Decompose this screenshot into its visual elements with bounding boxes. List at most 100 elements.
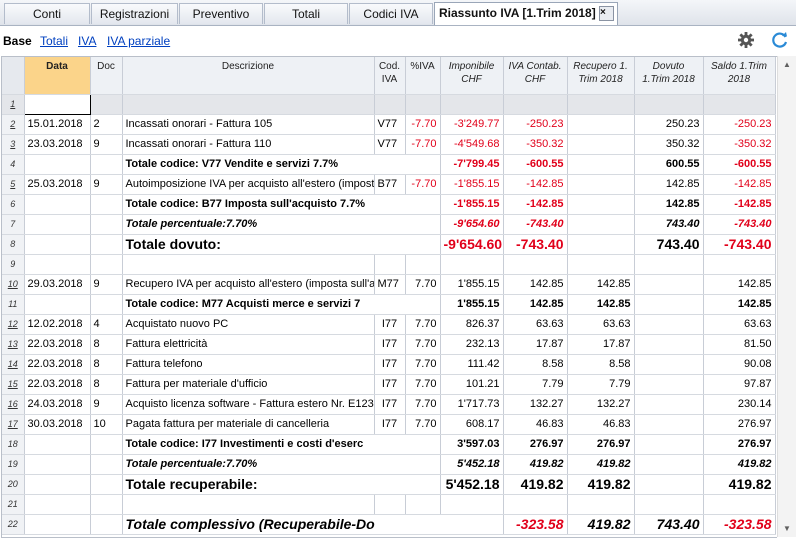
- cell-date[interactable]: 22.03.2018: [24, 354, 91, 375]
- cell-iva[interactable]: 8.58: [503, 354, 568, 375]
- cell-dov[interactable]: [634, 494, 704, 515]
- cell-sal[interactable]: 142.85: [703, 274, 776, 295]
- col-iva-contab[interactable]: IVA Contab. CHF: [503, 57, 568, 95]
- cell-date[interactable]: [24, 454, 91, 475]
- cell-desc[interactable]: [122, 254, 375, 275]
- cell-rec[interactable]: 142.85: [567, 294, 635, 315]
- table-row[interactable]: 3 23.03.2018 9 Incassati onorari - Fattu…: [2, 134, 776, 155]
- cell-desc[interactable]: Pagata fattura per materiale di cancelle…: [122, 414, 375, 435]
- cell-doc[interactable]: [90, 234, 123, 255]
- cell-desc[interactable]: Acquistato nuovo PC: [122, 314, 375, 335]
- cell-doc[interactable]: [90, 214, 123, 235]
- cell-pct[interactable]: -7.70: [405, 114, 441, 135]
- cell-date[interactable]: [24, 474, 91, 495]
- cell-date[interactable]: 30.03.2018: [24, 414, 91, 435]
- cell-pct[interactable]: 7.70: [405, 374, 441, 395]
- table-row[interactable]: 6 Totale codice: B77 Imposta sull'acquis…: [2, 194, 776, 215]
- cell-date[interactable]: 24.03.2018: [24, 394, 91, 415]
- cell-doc[interactable]: [90, 194, 123, 215]
- cell-date[interactable]: [24, 214, 91, 235]
- cell-rec[interactable]: 7.79: [567, 374, 635, 395]
- cell-date[interactable]: 15.01.2018: [24, 114, 91, 135]
- cell-imp[interactable]: 608.17: [440, 414, 504, 435]
- table-row[interactable]: 1: [2, 93, 776, 115]
- tab-riassunto-iva[interactable]: Riassunto IVA [1.Trim 2018] ×: [434, 2, 618, 25]
- cell-pct[interactable]: 7.70: [405, 414, 441, 435]
- cell-iva[interactable]: [503, 94, 568, 115]
- cell-pct[interactable]: 7.70: [405, 274, 441, 295]
- gear-icon[interactable]: [736, 30, 756, 50]
- cell-sal[interactable]: 419.82: [703, 454, 776, 475]
- cell-date[interactable]: 29.03.2018: [24, 274, 91, 295]
- cell-desc[interactable]: Incassati onorari - Fattura 105: [122, 114, 375, 135]
- tab-registrazioni[interactable]: Registrazioni: [91, 3, 178, 24]
- cell-pct[interactable]: 7.70: [405, 354, 441, 375]
- cell-date[interactable]: [24, 194, 91, 215]
- cell-rec[interactable]: [567, 134, 635, 155]
- cell-cod[interactable]: V77: [374, 114, 406, 135]
- cell-iva[interactable]: -600.55: [503, 154, 568, 175]
- cell-iva[interactable]: 7.79: [503, 374, 568, 395]
- cell-doc[interactable]: 2: [90, 114, 123, 135]
- cell-dov[interactable]: 743.40: [634, 514, 704, 535]
- cell-pct[interactable]: 7.70: [405, 334, 441, 355]
- cell-rec[interactable]: [567, 174, 635, 195]
- cell-cod[interactable]: I77: [374, 414, 406, 435]
- col-descrizione[interactable]: Descrizione: [122, 57, 375, 95]
- cell-doc[interactable]: 9: [90, 274, 123, 295]
- cell-imp[interactable]: 826.37: [440, 314, 504, 335]
- cell-desc[interactable]: Totale dovuto:: [122, 234, 441, 255]
- cell-date[interactable]: [24, 254, 91, 275]
- cell-rec[interactable]: 419.82: [567, 474, 635, 495]
- cell-desc[interactable]: Totale complessivo (Recuperabile-Do: [122, 514, 504, 535]
- cell-rec[interactable]: 276.97: [567, 434, 635, 455]
- cell-date[interactable]: [23, 93, 91, 115]
- cell-dov[interactable]: [634, 374, 704, 395]
- cell-sal[interactable]: -142.85: [703, 174, 776, 195]
- cell-sal[interactable]: -350.32: [703, 134, 776, 155]
- cell-sal[interactable]: [703, 94, 776, 115]
- cell-cod[interactable]: B77: [374, 174, 406, 195]
- cell-imp[interactable]: 1'717.73: [440, 394, 504, 415]
- cell-iva[interactable]: 17.87: [503, 334, 568, 355]
- cell-sal[interactable]: [703, 494, 776, 515]
- cell-cod[interactable]: [374, 94, 406, 115]
- cell-sal[interactable]: 276.97: [703, 434, 776, 455]
- cell-imp[interactable]: -1'855.15: [440, 194, 504, 215]
- cell-sal[interactable]: -142.85: [703, 194, 776, 215]
- refresh-icon[interactable]: [770, 30, 790, 50]
- table-row[interactable]: 19 Totale percentuale:7.70% 5'452.18 419…: [2, 454, 776, 475]
- cell-cod[interactable]: I77: [374, 374, 406, 395]
- cell-imp[interactable]: [440, 494, 504, 515]
- cell-rec[interactable]: [567, 154, 635, 175]
- table-row[interactable]: 13 22.03.2018 8 Fattura elettricità I77 …: [2, 334, 776, 355]
- cell-iva[interactable]: -250.23: [503, 114, 568, 135]
- cell-dov[interactable]: 250.23: [634, 114, 704, 135]
- vertical-scrollbar[interactable]: ▲ ▼: [777, 56, 796, 537]
- cell-doc[interactable]: [90, 154, 123, 175]
- cell-iva[interactable]: 46.83: [503, 414, 568, 435]
- col-recupero[interactable]: Recupero 1.Trim 2018: [567, 57, 635, 95]
- cell-sal[interactable]: -323.58: [703, 514, 776, 535]
- cell-sal[interactable]: 97.87: [703, 374, 776, 395]
- cell-imp[interactable]: [440, 254, 504, 275]
- close-icon[interactable]: ×: [599, 6, 614, 21]
- cell-imp[interactable]: 5'452.18: [440, 474, 504, 495]
- cell-date[interactable]: [24, 514, 91, 535]
- table-row[interactable]: 9: [2, 254, 776, 275]
- cell-date[interactable]: [24, 154, 91, 175]
- cell-date[interactable]: [24, 294, 91, 315]
- scroll-down-icon[interactable]: ▼: [783, 524, 791, 533]
- table-row[interactable]: 18 Totale codice: I77 Investimenti e cos…: [2, 434, 776, 455]
- cell-doc[interactable]: [90, 294, 123, 315]
- cell-imp[interactable]: 1'855.15: [440, 294, 504, 315]
- cell-date[interactable]: 12.02.2018: [24, 314, 91, 335]
- cell-imp[interactable]: [440, 94, 504, 115]
- cell-dov[interactable]: [634, 314, 704, 335]
- col-pct-iva[interactable]: %IVA: [405, 57, 441, 95]
- cell-imp[interactable]: 232.13: [440, 334, 504, 355]
- cell-rec[interactable]: [567, 114, 635, 135]
- scroll-up-icon[interactable]: ▲: [783, 60, 791, 69]
- view-base[interactable]: Base: [3, 34, 32, 48]
- col-imponibile[interactable]: Imponibile CHF: [440, 57, 504, 95]
